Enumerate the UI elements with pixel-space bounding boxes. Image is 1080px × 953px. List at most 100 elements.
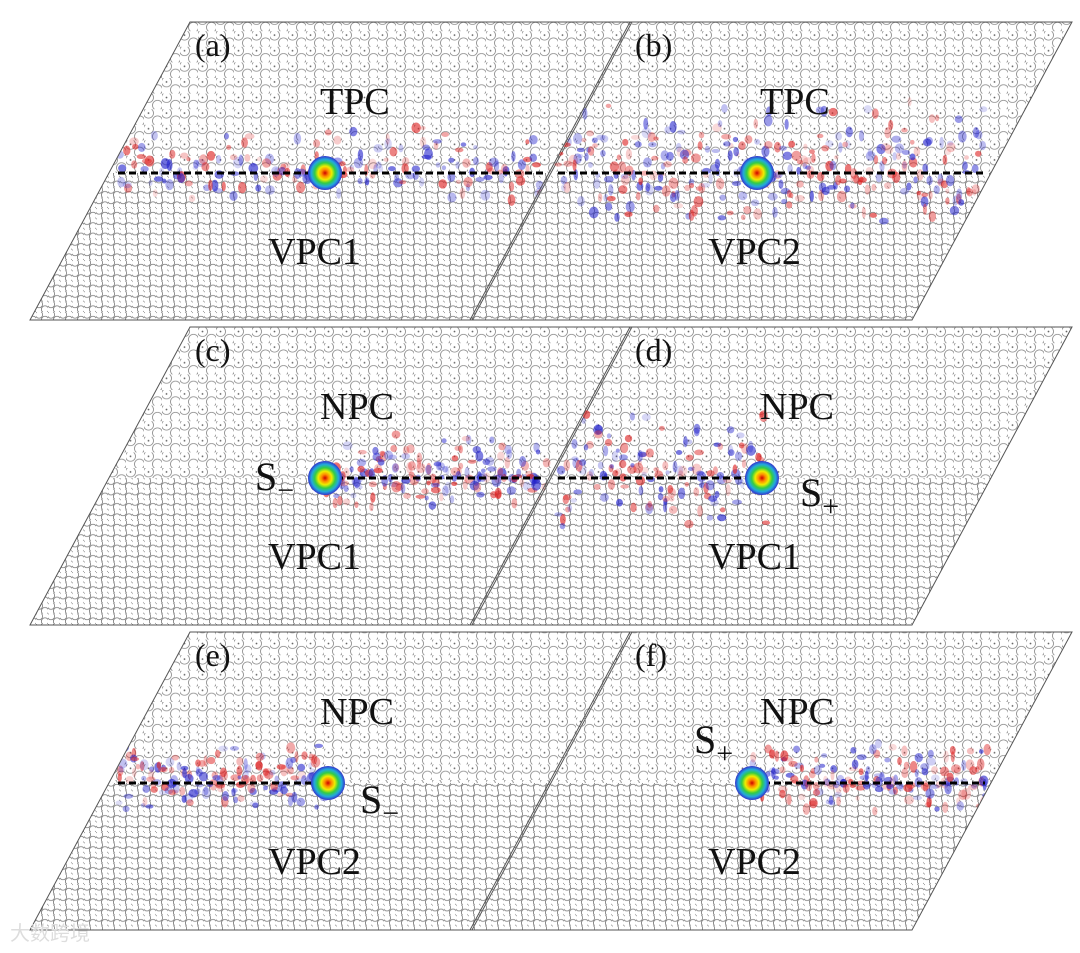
field bbox=[473, 145, 478, 150]
field bbox=[458, 445, 463, 454]
field bbox=[391, 430, 401, 439]
field bbox=[620, 484, 630, 489]
field bbox=[411, 165, 421, 173]
field bbox=[949, 745, 956, 755]
field bbox=[145, 804, 154, 809]
field bbox=[130, 756, 140, 762]
bottom-region: VPC1 bbox=[708, 536, 801, 578]
field bbox=[825, 140, 834, 148]
field bbox=[379, 450, 386, 457]
field bbox=[350, 492, 357, 499]
field bbox=[850, 175, 861, 183]
field bbox=[715, 177, 725, 190]
field bbox=[695, 186, 703, 191]
field bbox=[398, 180, 407, 185]
field bbox=[661, 185, 671, 197]
field bbox=[689, 182, 695, 189]
field bbox=[828, 795, 834, 805]
field bbox=[411, 122, 421, 134]
field bbox=[622, 138, 629, 146]
source-subscript: − bbox=[277, 474, 294, 507]
field bbox=[803, 143, 808, 150]
field bbox=[604, 438, 613, 447]
field bbox=[469, 480, 480, 491]
field bbox=[624, 211, 633, 218]
field bbox=[929, 784, 940, 789]
field bbox=[563, 459, 571, 472]
field bbox=[291, 791, 298, 803]
field bbox=[644, 184, 654, 196]
source-subscript: − bbox=[382, 797, 399, 830]
field bbox=[879, 771, 885, 783]
field bbox=[856, 754, 867, 761]
field bbox=[834, 155, 839, 160]
field bbox=[229, 191, 238, 201]
field bbox=[377, 459, 385, 466]
source bbox=[735, 766, 769, 800]
field bbox=[845, 126, 853, 138]
field bbox=[873, 749, 881, 759]
field bbox=[123, 145, 131, 156]
field bbox=[726, 426, 735, 434]
field bbox=[153, 176, 164, 182]
field bbox=[630, 463, 635, 468]
field bbox=[796, 180, 804, 188]
field bbox=[945, 188, 950, 194]
field bbox=[448, 157, 455, 163]
field bbox=[778, 179, 784, 189]
field bbox=[465, 183, 471, 192]
field bbox=[236, 757, 244, 766]
field bbox=[195, 759, 201, 767]
field bbox=[224, 132, 229, 140]
field bbox=[614, 212, 620, 222]
field bbox=[593, 178, 601, 189]
field bbox=[498, 442, 506, 451]
field bbox=[447, 192, 457, 203]
field bbox=[497, 467, 504, 476]
field bbox=[842, 783, 850, 793]
field bbox=[260, 175, 268, 183]
bottom-region: VPC2 bbox=[708, 231, 801, 273]
field bbox=[909, 139, 915, 145]
field bbox=[922, 203, 927, 216]
field bbox=[403, 492, 411, 499]
field bbox=[674, 189, 680, 201]
field bbox=[872, 806, 878, 816]
field bbox=[683, 435, 688, 448]
field bbox=[942, 154, 948, 165]
field bbox=[213, 188, 223, 194]
top-region: NPC bbox=[320, 691, 394, 733]
field bbox=[975, 130, 983, 140]
field bbox=[255, 752, 264, 762]
field bbox=[843, 185, 851, 193]
field bbox=[786, 189, 792, 198]
bottom-region: VPC1 bbox=[268, 231, 361, 273]
field bbox=[156, 761, 162, 769]
field bbox=[157, 767, 167, 773]
field bbox=[277, 792, 284, 797]
field bbox=[146, 776, 156, 783]
field bbox=[430, 482, 440, 488]
field bbox=[600, 150, 606, 157]
field bbox=[662, 461, 669, 471]
field bbox=[888, 119, 894, 131]
field bbox=[825, 160, 834, 172]
field bbox=[192, 165, 199, 170]
field bbox=[891, 135, 902, 143]
source bbox=[745, 461, 779, 495]
field bbox=[408, 461, 416, 471]
field bbox=[648, 142, 657, 148]
field bbox=[664, 126, 671, 134]
field bbox=[672, 460, 678, 473]
field bbox=[812, 789, 821, 796]
field bbox=[913, 176, 918, 184]
field bbox=[966, 747, 975, 755]
panel-label: (a) bbox=[195, 27, 231, 63]
field bbox=[297, 168, 307, 177]
field bbox=[942, 801, 949, 814]
field bbox=[884, 127, 891, 139]
field bbox=[597, 193, 603, 202]
field bbox=[136, 154, 146, 160]
field bbox=[966, 186, 971, 195]
field bbox=[926, 757, 936, 766]
